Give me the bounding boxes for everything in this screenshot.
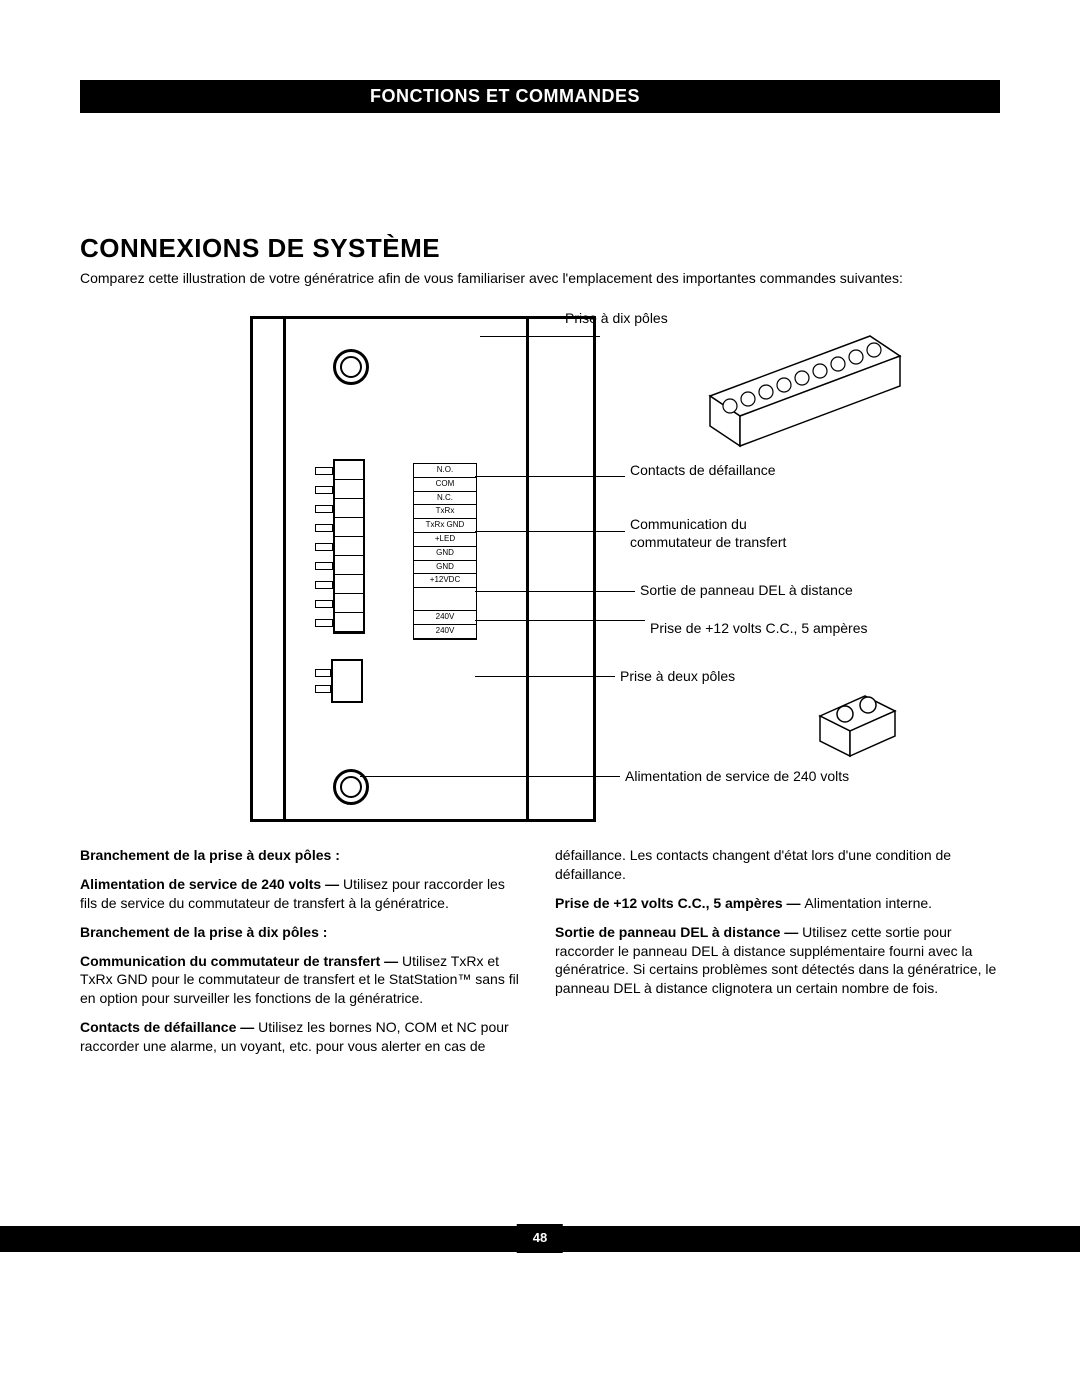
callout-ten-pole: Prise à dix pôles	[565, 310, 668, 326]
pin	[335, 499, 363, 518]
pin-label-240: 240V	[414, 625, 476, 639]
pin-label: TxRx GND	[414, 519, 476, 533]
subhead-ten-pole: Branchement de la prise à dix pôles :	[80, 923, 525, 942]
para-twelve-v: Prise de +12 volts C.C., 5 ampères — Ali…	[555, 894, 1000, 913]
callout-twelve-v: Prise de +12 volts C.C., 5 ampères	[650, 620, 868, 636]
pin	[335, 480, 363, 499]
pin-label: +12VDC	[414, 574, 476, 588]
callout-remote-led: Sortie de panneau DEL à distance	[640, 582, 853, 598]
screw-icon	[333, 349, 369, 385]
pin	[335, 537, 363, 556]
footer-bar: 48	[0, 1226, 1080, 1252]
pin-label: GND	[414, 547, 476, 561]
leader-line	[480, 336, 600, 337]
leader-line	[475, 476, 625, 477]
callout-fault-contacts: Contacts de défaillance	[630, 462, 776, 478]
ten-pole-connector	[333, 459, 365, 634]
run-in-bold: Communication du commutateur de transfer…	[80, 953, 402, 969]
right-column: défaillance. Les contacts changent d'éta…	[555, 846, 1000, 1066]
leader-line	[475, 676, 615, 677]
section-header-title: FONCTIONS ET COMMANDES	[370, 86, 1000, 107]
para-240v: Alimentation de service de 240 volts — U…	[80, 875, 525, 913]
page-number: 48	[517, 1224, 563, 1253]
manual-page: FONCTIONS ET COMMANDES CONNEXIONS DE SYS…	[0, 0, 1080, 1292]
pin	[335, 518, 363, 537]
run-in-bold: Contacts de défaillance —	[80, 1019, 258, 1035]
pin-label: N.O.	[414, 464, 476, 478]
leader-line	[475, 620, 645, 621]
para-fault-continued: défaillance. Les contacts changent d'éta…	[555, 846, 1000, 884]
pin-label: N.C.	[414, 492, 476, 506]
para-remote-led: Sortie de panneau DEL à distance — Utili…	[555, 923, 1000, 999]
pin-label: GND	[414, 561, 476, 575]
intro-text: Comparez cette illustration de votre gén…	[80, 270, 1000, 286]
pin-label: +LED	[414, 533, 476, 547]
ten-pole-plug-icon	[700, 306, 910, 456]
enclosure-outline: N.O. COM N.C. TxRx TxRx GND +LED GND GND…	[250, 316, 596, 822]
callout-two-pole: Prise à deux pôles	[620, 668, 735, 684]
pin	[335, 613, 363, 632]
main-heading: CONNEXIONS DE SYSTÈME	[80, 233, 1000, 264]
pin	[335, 461, 363, 480]
screw-icon	[333, 769, 369, 805]
subhead-two-pole: Branchement de la prise à deux pôles :	[80, 846, 525, 865]
callout-service-240: Alimentation de service de 240 volts	[625, 768, 849, 784]
pin-label-strip: N.O. COM N.C. TxRx TxRx GND +LED GND GND…	[413, 463, 477, 640]
callout-transfer-comm-2: commutateur de transfert	[630, 534, 786, 550]
run-in-bold: Prise de +12 volts C.C., 5 ampères —	[555, 895, 804, 911]
run-in-bold: Alimentation de service de 240 volts —	[80, 876, 343, 892]
callout-transfer-comm-1: Communication du	[630, 516, 747, 532]
left-column: Branchement de la prise à deux pôles : A…	[80, 846, 525, 1066]
label-gap	[414, 588, 476, 611]
system-connections-diagram: N.O. COM N.C. TxRx TxRx GND +LED GND GND…	[130, 306, 950, 836]
leader-line	[360, 776, 620, 777]
pin	[335, 594, 363, 613]
para-text: Alimentation interne.	[804, 895, 932, 911]
two-pole-plug-icon	[810, 666, 910, 766]
leader-line	[475, 591, 635, 592]
two-pole-connector	[331, 659, 363, 703]
run-in-bold: Sortie de panneau DEL à distance —	[555, 924, 802, 940]
pin-label: COM	[414, 478, 476, 492]
pin-label: TxRx	[414, 505, 476, 519]
para-transfer-comm: Communication du commutateur de transfer…	[80, 952, 525, 1009]
pin	[335, 556, 363, 575]
para-fault-contacts: Contacts de défaillance — Utilisez les b…	[80, 1018, 525, 1056]
pin-label-240: 240V	[414, 611, 476, 625]
body-columns: Branchement de la prise à deux pôles : A…	[80, 846, 1000, 1066]
pin	[335, 575, 363, 594]
leader-line	[475, 531, 625, 532]
section-header-bar: FONCTIONS ET COMMANDES	[80, 80, 1000, 113]
